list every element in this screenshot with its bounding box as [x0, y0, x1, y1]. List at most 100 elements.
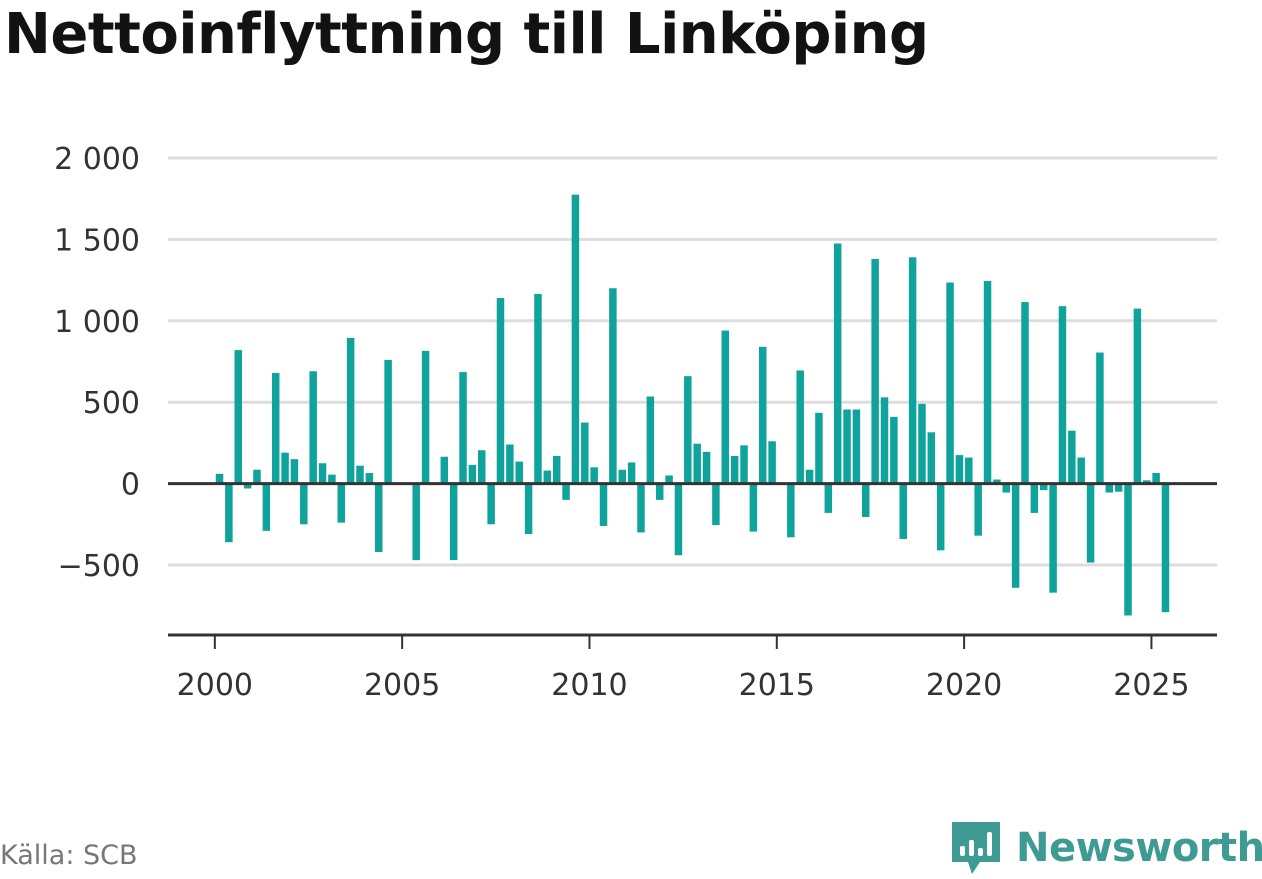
bar — [1049, 483, 1057, 593]
bar — [459, 372, 467, 484]
bar — [1124, 483, 1132, 616]
bar — [1002, 483, 1011, 493]
bar — [346, 337, 355, 484]
bar — [758, 346, 767, 484]
bar — [749, 483, 758, 532]
bar — [637, 483, 645, 533]
bar — [665, 475, 673, 484]
bar — [253, 469, 261, 484]
bar — [815, 412, 823, 484]
bar — [215, 473, 224, 484]
bar — [936, 483, 945, 551]
bar — [384, 359, 392, 484]
bar — [412, 483, 420, 561]
bar — [655, 483, 664, 500]
x-tick-label: 2005 — [364, 668, 440, 703]
y-axis-tick-labels: −500 0 500 1 000 1 500 2 000 — [54, 142, 140, 584]
bar — [590, 467, 598, 484]
bar — [693, 443, 701, 484]
bars — [215, 194, 1170, 616]
y-tick-label: 0 — [121, 468, 140, 503]
bar — [496, 298, 505, 484]
axes — [168, 482, 1217, 649]
bar — [974, 483, 982, 536]
bar — [721, 330, 730, 484]
bar — [1039, 483, 1048, 491]
bar — [730, 455, 739, 484]
bar — [852, 409, 861, 484]
bar — [440, 456, 449, 484]
bar — [1105, 483, 1114, 493]
bar — [243, 483, 252, 489]
x-tick-label: 2015 — [739, 668, 815, 703]
brand-name: Newsworthy — [1016, 825, 1262, 871]
bar — [309, 371, 317, 484]
bar — [646, 396, 655, 484]
bar — [712, 483, 720, 526]
bar — [552, 455, 561, 484]
bar — [1152, 473, 1160, 484]
bar — [468, 464, 477, 484]
y-tick-label: 2 000 — [54, 142, 140, 177]
bar — [890, 416, 898, 484]
bar — [965, 457, 973, 484]
bar — [571, 194, 580, 484]
bar — [1143, 480, 1151, 484]
bar — [562, 483, 570, 500]
bar — [1021, 302, 1029, 484]
bar — [927, 432, 936, 484]
bar — [908, 257, 917, 484]
bar — [262, 483, 271, 531]
bar — [1114, 483, 1123, 492]
bar — [684, 376, 692, 484]
bar — [1133, 308, 1142, 484]
bar — [880, 397, 889, 484]
bar — [1161, 483, 1170, 613]
bar — [627, 462, 636, 484]
chart-title: Nettoinflyttning till Linköping — [4, 2, 929, 67]
bar — [824, 483, 833, 513]
bar — [534, 293, 542, 484]
x-tick-label: 2020 — [926, 668, 1002, 703]
bar — [449, 483, 458, 561]
bar — [702, 451, 711, 484]
bar — [946, 282, 954, 484]
bar — [487, 483, 495, 525]
bar — [787, 483, 795, 538]
bar — [983, 280, 992, 484]
bar — [225, 483, 233, 543]
bar — [281, 452, 289, 484]
bar — [805, 469, 814, 484]
bar — [515, 461, 523, 484]
bar — [1030, 483, 1039, 513]
x-tick-label: 2025 — [1113, 668, 1189, 703]
bar — [524, 483, 533, 535]
bar — [374, 483, 383, 552]
bar — [506, 444, 514, 484]
bar — [618, 469, 627, 484]
bar — [740, 445, 748, 484]
x-tick-label: 2000 — [177, 668, 253, 703]
bar — [337, 483, 346, 523]
bar — [955, 455, 964, 484]
bar — [768, 441, 776, 484]
bar — [543, 470, 552, 484]
bar — [1096, 352, 1104, 484]
bar — [290, 459, 299, 484]
bar — [796, 370, 804, 484]
bar — [833, 243, 842, 484]
bar — [609, 288, 617, 484]
newsworthy-logo-icon — [952, 822, 1000, 874]
y-tick-label: −500 — [58, 549, 140, 584]
x-axis-tick-labels: 2000 2005 2010 2015 2020 2025 — [177, 668, 1190, 703]
bar — [581, 422, 589, 484]
bar — [993, 479, 1001, 484]
bar — [918, 403, 926, 484]
bar — [318, 463, 327, 484]
y-tick-label: 500 — [83, 386, 140, 421]
y-tick-label: 1 000 — [54, 305, 140, 340]
grid-lines — [168, 156, 1217, 567]
bar — [599, 483, 608, 526]
bar — [862, 483, 870, 517]
bar — [356, 465, 364, 484]
